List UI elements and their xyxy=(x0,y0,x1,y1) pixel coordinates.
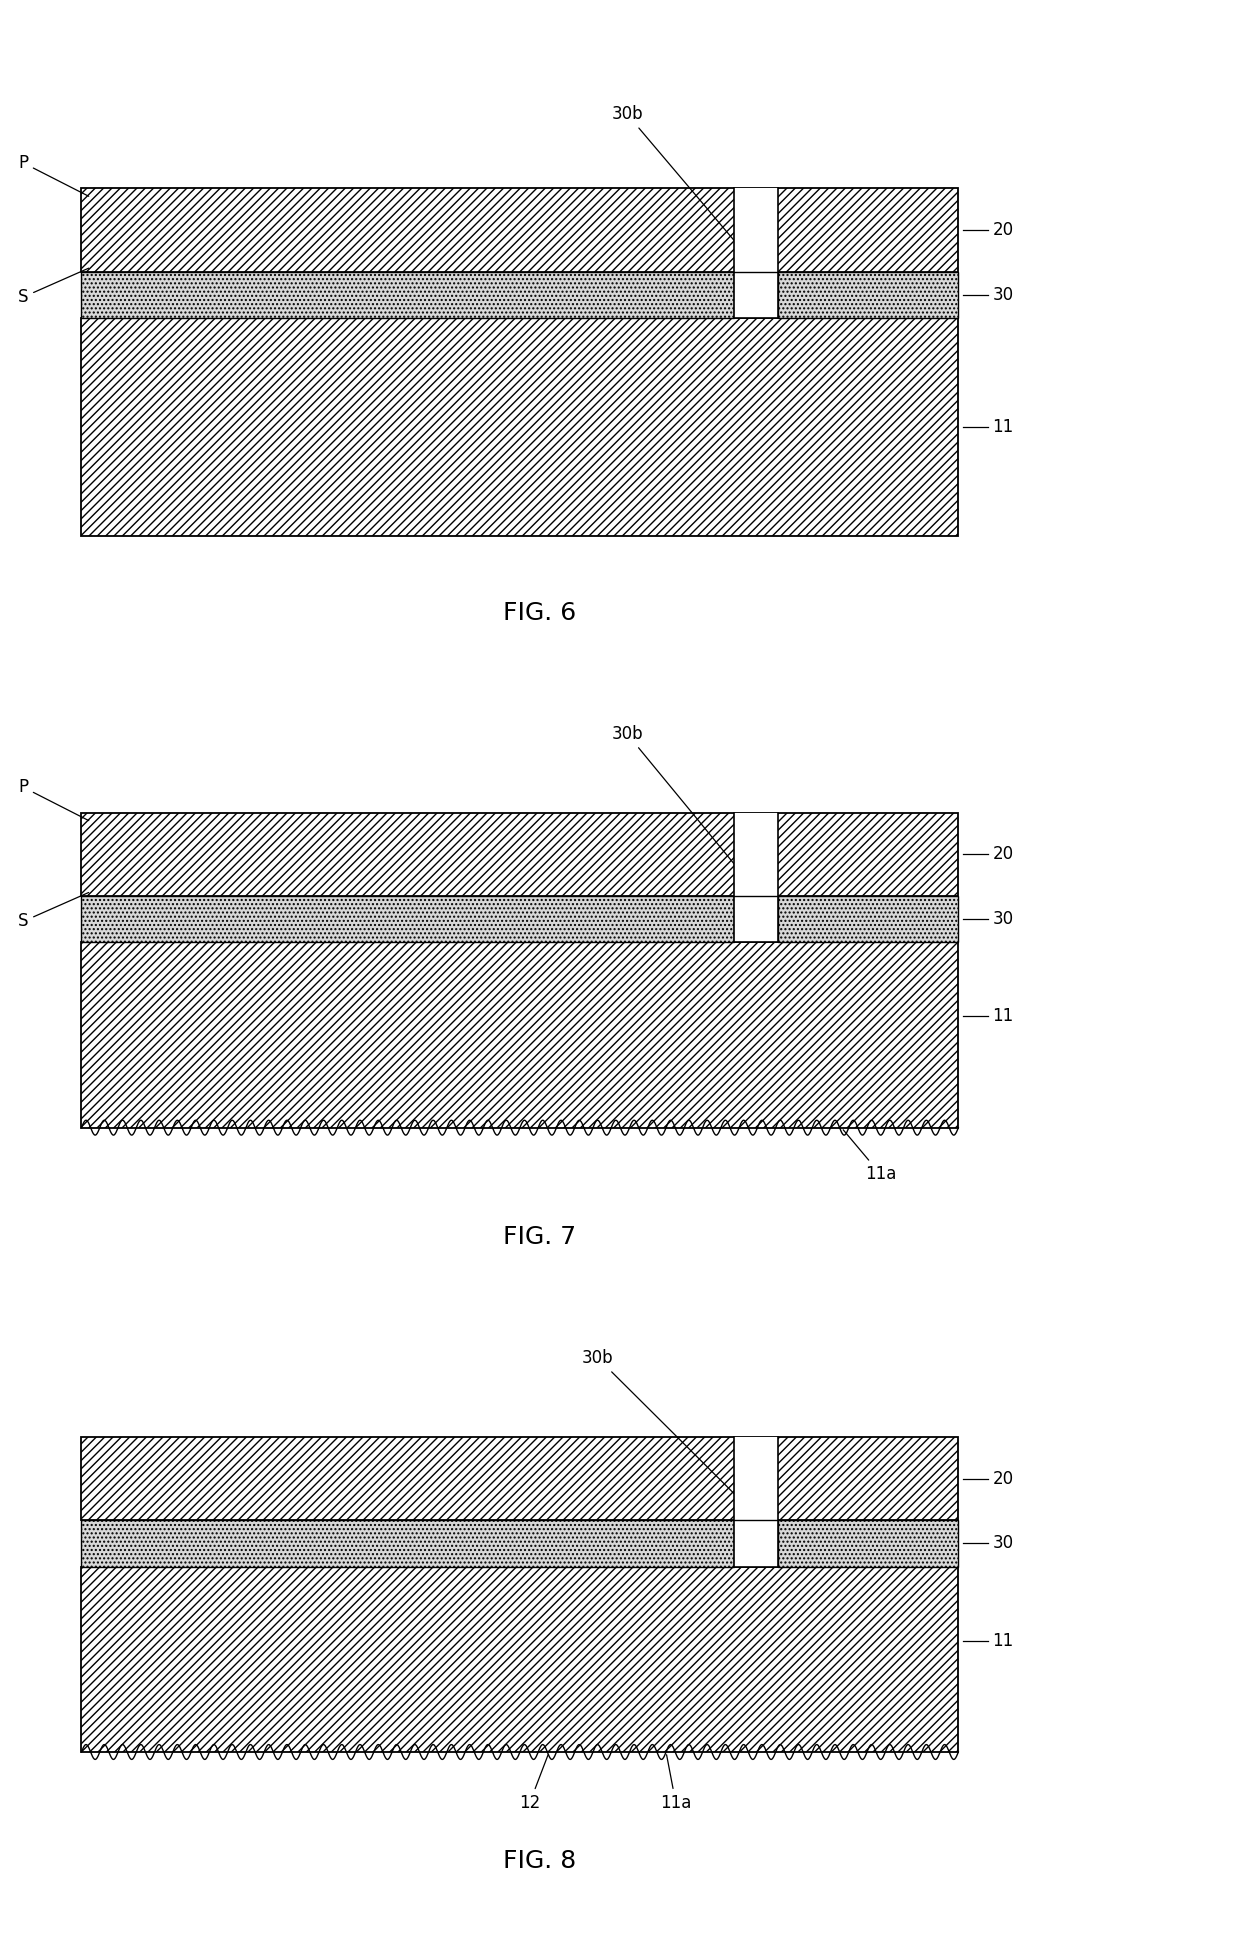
Bar xyxy=(82,1567,959,1752)
Text: 11a: 11a xyxy=(843,1130,897,1182)
Text: 11: 11 xyxy=(992,1007,1013,1026)
Text: 30: 30 xyxy=(992,1535,1013,1553)
Text: P: P xyxy=(17,154,89,197)
Bar xyxy=(779,271,959,318)
Text: S: S xyxy=(17,892,89,931)
Text: 30b: 30b xyxy=(611,105,756,267)
Text: 11a: 11a xyxy=(660,1754,692,1812)
Text: 20: 20 xyxy=(992,220,1013,238)
Bar xyxy=(82,1436,959,1520)
Text: 20: 20 xyxy=(992,845,1013,862)
Text: 30b: 30b xyxy=(582,1350,756,1516)
Text: FIG. 7: FIG. 7 xyxy=(503,1225,575,1249)
Bar xyxy=(82,896,734,942)
Bar xyxy=(82,187,959,271)
Bar xyxy=(734,1436,779,1567)
Text: P: P xyxy=(17,778,89,821)
Text: FIG. 6: FIG. 6 xyxy=(502,601,577,624)
Bar xyxy=(82,814,959,896)
Bar xyxy=(82,271,734,318)
Bar xyxy=(779,896,959,942)
Text: 30b: 30b xyxy=(611,726,756,892)
Bar xyxy=(82,318,959,537)
Text: 30: 30 xyxy=(992,287,1013,304)
Text: FIG. 8: FIG. 8 xyxy=(502,1850,577,1873)
Text: 11: 11 xyxy=(992,1631,1013,1651)
Text: 30: 30 xyxy=(992,911,1013,929)
Bar xyxy=(734,812,779,942)
Bar xyxy=(82,942,959,1128)
Bar xyxy=(779,1520,959,1567)
Text: 20: 20 xyxy=(992,1469,1013,1487)
Bar xyxy=(82,1520,734,1567)
Text: 12: 12 xyxy=(520,1754,548,1812)
Text: 11: 11 xyxy=(992,418,1013,435)
Bar xyxy=(734,187,779,318)
Text: S: S xyxy=(17,267,89,306)
